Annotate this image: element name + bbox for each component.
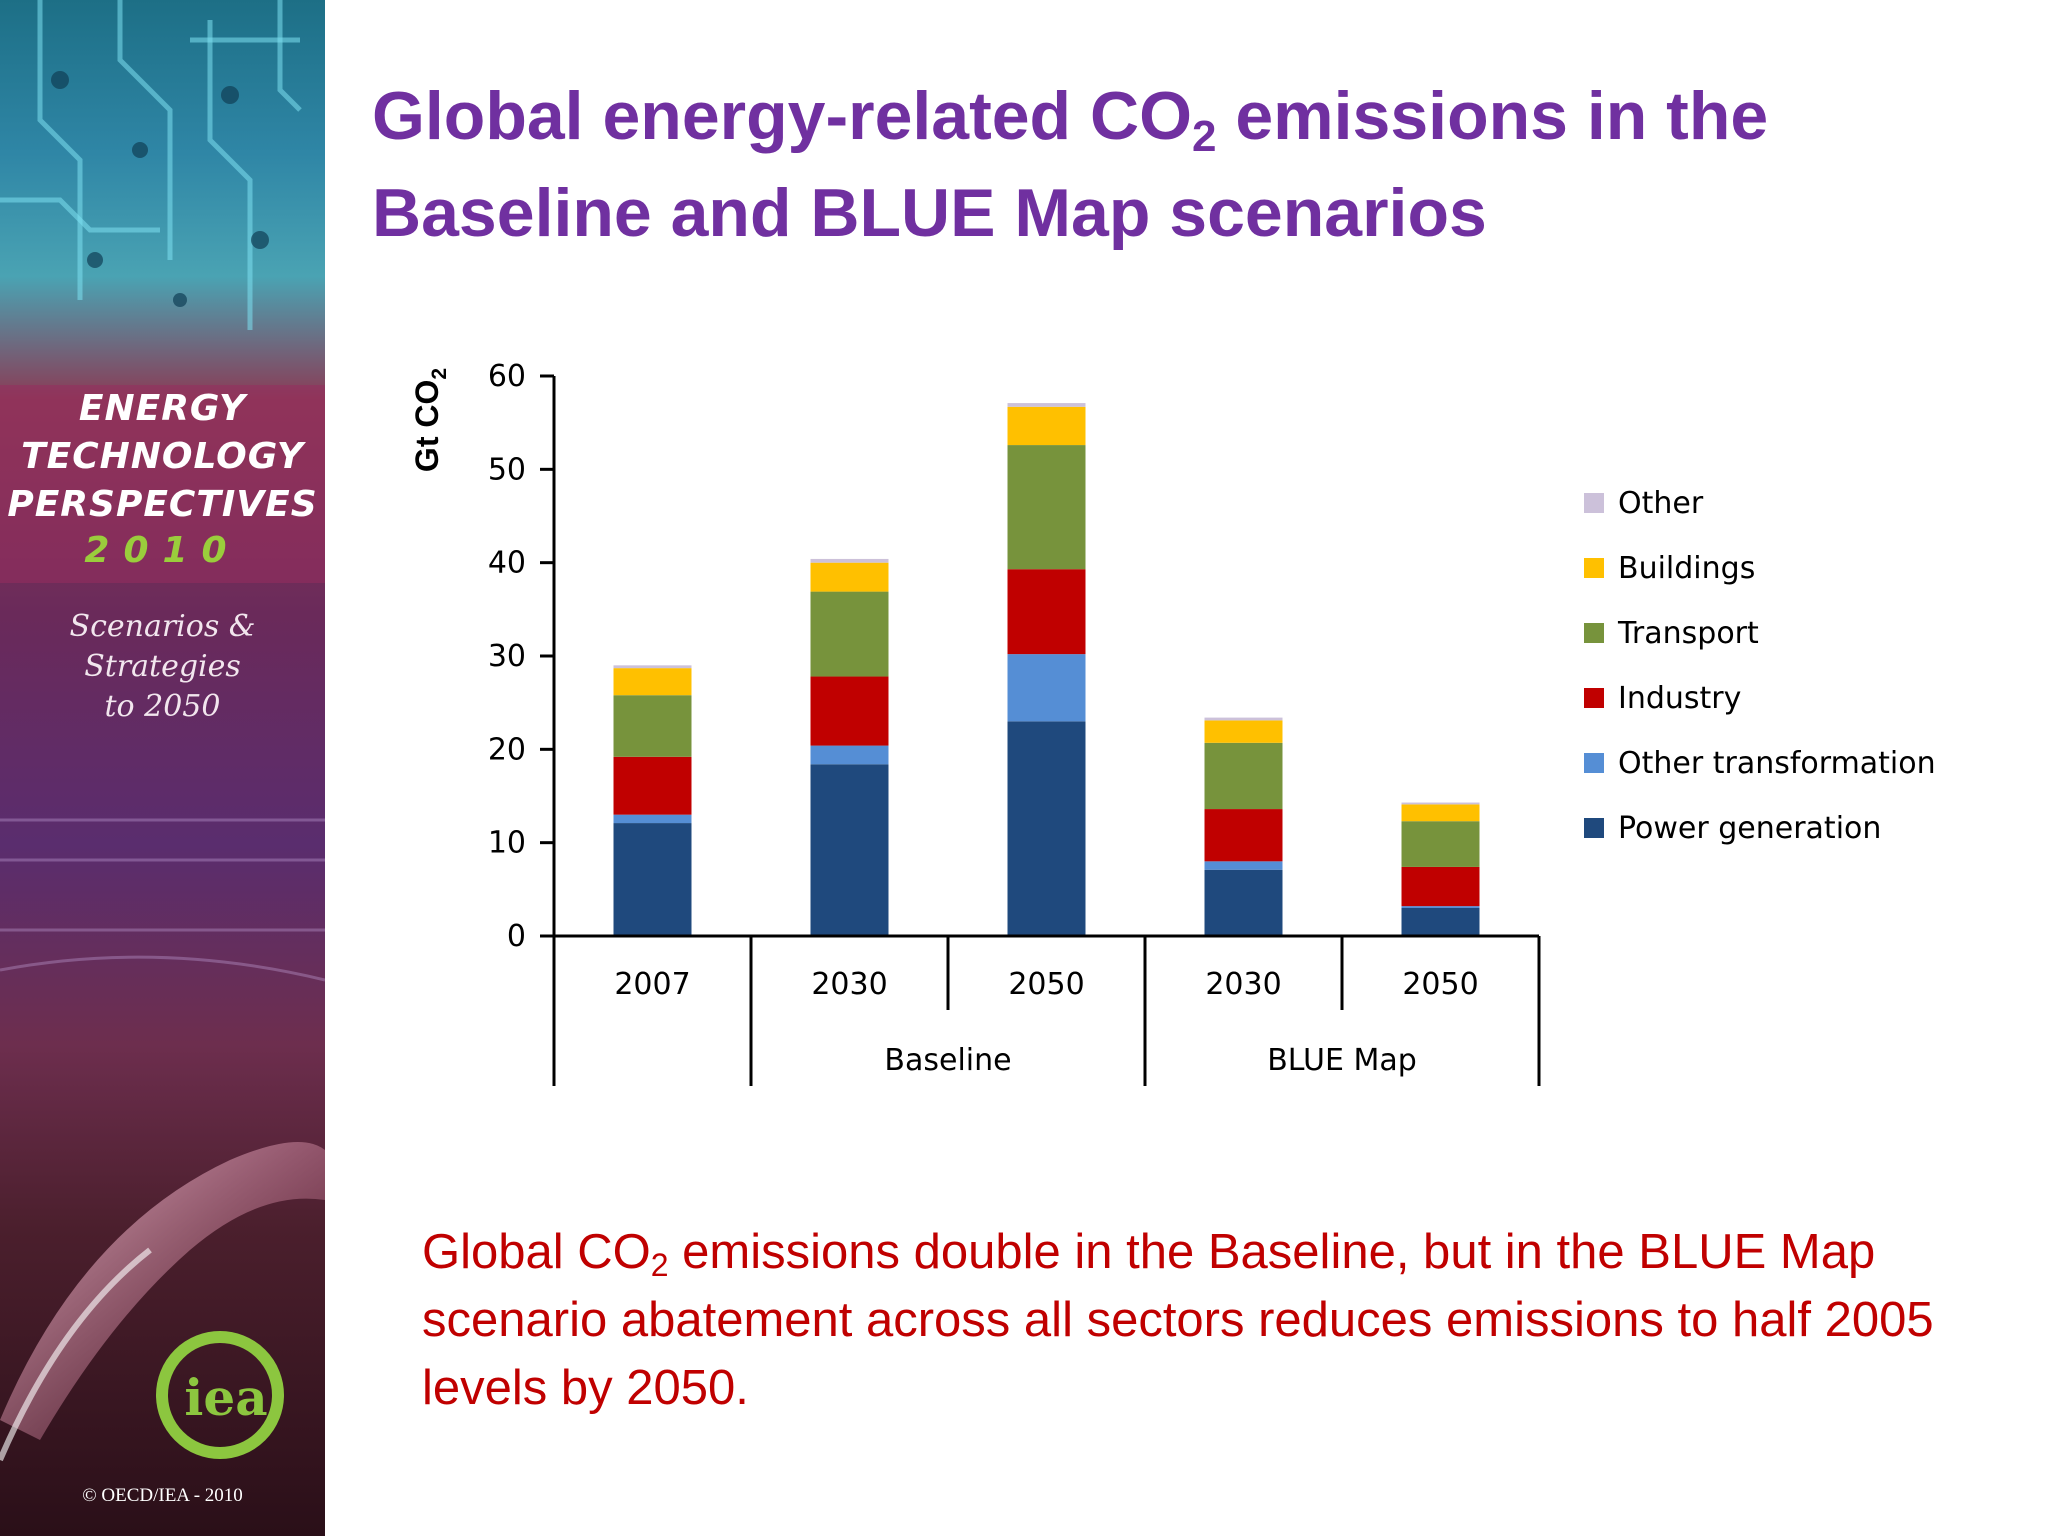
bar-segment-power-generation [613, 823, 692, 936]
bar-segment-power-generation [1401, 908, 1480, 936]
bar-segment-industry [613, 756, 692, 815]
legend-swatch [1584, 623, 1604, 643]
x-category-label: 2050 [1402, 967, 1478, 1002]
summary-note: Global CO2 emissions double in the Basel… [422, 1218, 1982, 1422]
bar-segment-power-generation [810, 764, 889, 936]
bar-segment-buildings [1204, 720, 1283, 743]
y-tick-label: 60 [488, 359, 526, 394]
y-tick-label: 30 [488, 639, 526, 674]
y-tick-label: 40 [488, 546, 526, 581]
legend-swatch [1584, 818, 1604, 838]
bar-segment-buildings [810, 562, 889, 592]
slide-title-subscript: 2 [1191, 112, 1217, 161]
legend-swatch [1584, 753, 1604, 773]
x-category-label: 2007 [614, 967, 690, 1002]
y-axis-label-subscript: 2 [428, 368, 451, 380]
bar-segment-other [810, 558, 889, 563]
y-tick-label: 20 [488, 732, 526, 767]
sidebar-year: 2010 [84, 530, 241, 571]
legend-label: Other [1618, 486, 1704, 521]
sidebar-subtitle-line: Strategies [84, 649, 241, 684]
y-axis-label-text: Gt CO [409, 380, 445, 472]
legend-swatch [1584, 493, 1604, 513]
sidebar-title-line: PERSPECTIVES [7, 484, 318, 525]
sidebar-title-panel: ENERGY TECHNOLOGY PERSPECTIVES 2010 [0, 385, 325, 583]
bar-segment-buildings [1007, 406, 1086, 446]
y-axis-label: Gt CO2 [409, 368, 451, 472]
y-tick-label: 50 [488, 452, 526, 487]
x-group-label: BLUE Map [1267, 1043, 1417, 1078]
iea-logo: iea [156, 1331, 284, 1459]
bar-segment-transport [810, 591, 889, 677]
bar-segment-industry [1204, 809, 1283, 862]
bar-segment-other-transformation [613, 814, 692, 824]
x-category-label: 2050 [1008, 967, 1084, 1002]
bar-segment-other [1401, 802, 1480, 805]
x-category-label: 2030 [1205, 967, 1281, 1002]
summary-note-subscript: 2 [650, 1247, 669, 1283]
bar-segment-transport [613, 695, 692, 757]
slide-title-text: emissions in the Baseline and BLUE Map s… [372, 78, 1769, 251]
bar-segment-other-transformation [810, 745, 889, 765]
sidebar-title-line: TECHNOLOGY [21, 436, 304, 477]
legend-label: Other transformation [1618, 746, 1936, 781]
bar-segment-industry [1007, 569, 1086, 655]
bar-segment-other [613, 665, 692, 669]
legend-label: Power generation [1618, 811, 1881, 846]
bar-segment-transport [1401, 821, 1480, 867]
sidebar-subtitle-line: Scenarios & [69, 609, 256, 644]
legend-label: Industry [1618, 681, 1741, 716]
bar-segment-industry [1401, 866, 1480, 907]
summary-note-text: emissions double in the Baseline, but in… [422, 1225, 1934, 1415]
bar-segment-other [1204, 717, 1283, 721]
sidebar-title-line: ENERGY [78, 388, 247, 429]
sidebar-subtitle-line: to 2050 [104, 689, 221, 724]
copyright-text: © OECD/IEA - 2010 [82, 1485, 243, 1506]
bar-segment-other [1007, 403, 1086, 407]
y-tick-label: 10 [488, 826, 526, 861]
legend-label: Buildings [1618, 551, 1755, 586]
x-category-label: 2030 [811, 967, 887, 1002]
legend-swatch [1584, 558, 1604, 578]
bar-segment-transport [1204, 742, 1283, 810]
sidebar-banner: ENERGY TECHNOLOGY PERSPECTIVES 2010 Scen… [0, 0, 325, 1536]
slide-title-text: Global energy-related CO [372, 78, 1192, 154]
bar-segment-power-generation [1007, 721, 1086, 936]
bar-segment-buildings [1401, 804, 1480, 822]
bar-segment-other-transformation [1204, 861, 1283, 870]
bar-segment-transport [1007, 445, 1086, 570]
circuit-background-art [0, 0, 325, 1462]
iea-logo-text: iea [184, 1368, 267, 1427]
legend-label: Transport [1617, 616, 1759, 651]
bar-segment-industry [810, 676, 889, 746]
bar-segment-other-transformation [1401, 906, 1480, 908]
bar-segment-power-generation [1204, 869, 1283, 936]
legend-swatch [1584, 688, 1604, 708]
slide-title: Global energy-related CO2 emissions in t… [372, 68, 2012, 262]
x-group-label: Baseline [884, 1043, 1011, 1078]
bar-segment-other-transformation [1007, 654, 1086, 722]
y-tick-label: 0 [507, 919, 526, 954]
bar-segment-buildings [613, 668, 692, 696]
summary-note-text: Global CO [422, 1225, 651, 1279]
